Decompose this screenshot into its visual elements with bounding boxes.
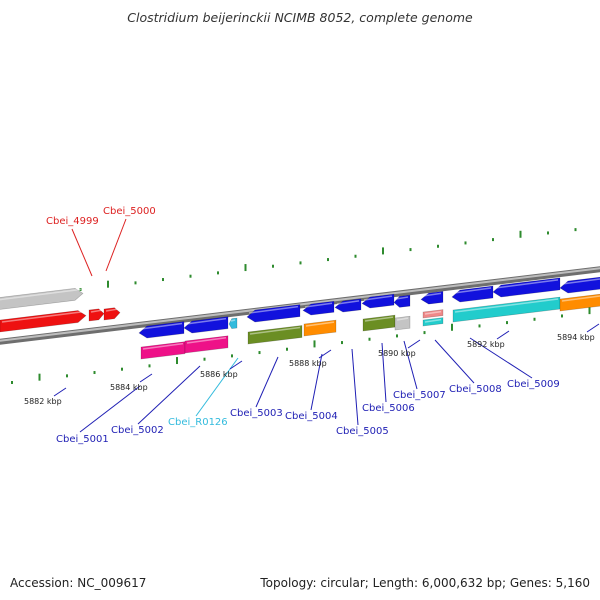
label-cbei-5009[interactable]: Cbei_5009 (507, 379, 560, 390)
label-cbei-r0126[interactable]: Cbei_R0126 (168, 417, 228, 428)
label-leader-lines (71, 218, 533, 433)
gene-cbei-5010-highlight (494, 279, 559, 289)
gene-cbei-5004-highlight (304, 302, 333, 308)
gene-cbei-5007-bar-highlight (396, 317, 409, 321)
gene-cbei-5007[interactable] (393, 294, 411, 308)
gene-cbei-5000-a-highlight (90, 309, 103, 313)
gene-cbei-5007-bar[interactable] (394, 315, 411, 331)
gene-cbei-5008[interactable] (420, 290, 444, 305)
gene-cbei-5001-bar[interactable] (140, 341, 186, 360)
gene-cbei-5005-highlight (336, 300, 360, 305)
gene-cbei-5009[interactable] (451, 285, 494, 303)
gene-cbei-5011[interactable] (559, 276, 600, 294)
gene-cbei-5002-highlight (185, 317, 227, 325)
gene-cbei-5000-b[interactable] (103, 307, 121, 321)
scale-leader (229, 360, 243, 370)
gene-cbei-5001[interactable] (138, 321, 185, 339)
label-cbei-5008[interactable]: Cbei_5008 (449, 384, 502, 395)
gene-cbei-5002-bar[interactable] (184, 335, 229, 354)
gene-cbei-r0126-highlight (230, 319, 236, 322)
gene-cbei-5005[interactable] (334, 298, 362, 313)
minor-ticks-bottom (11, 307, 591, 384)
gene-cbei-5003-bar-highlight (249, 326, 301, 335)
gene-cbei-5006-highlight (363, 295, 393, 301)
gene-cbei-5002[interactable] (183, 316, 229, 334)
label-cbei-5002[interactable]: Cbei_5002 (111, 425, 164, 436)
leader-cbei-5005 (351, 348, 359, 426)
leader-cbei-5000 (105, 218, 127, 272)
gene-cbei-5004[interactable] (302, 300, 335, 316)
scale-leader (139, 373, 153, 383)
gene-cbei-5009-highlight (453, 287, 492, 294)
gene-cbei-5000-a[interactable] (88, 308, 105, 322)
accession-text: Accession: NC_009617 (10, 576, 146, 590)
gene-cbei-5011-bar-highlight (561, 295, 600, 302)
label-cbei-5001[interactable]: Cbei_5001 (56, 434, 109, 445)
gene-cbei-5008-bar-a[interactable] (422, 309, 444, 319)
gene-cbei-5006-bar-highlight (364, 316, 394, 322)
gene-cbei-5004-bar-highlight (305, 321, 335, 327)
gene-cbei-5004-bar[interactable] (303, 319, 337, 337)
gene-cbei-5003-bar[interactable] (247, 325, 303, 345)
gene-features (0, 276, 600, 360)
gene-cbei-4999-bar[interactable] (0, 288, 84, 310)
gene-cbei-4999[interactable] (0, 310, 87, 333)
gene-cbei-5007-highlight (395, 296, 409, 300)
gene-cbei-5006[interactable] (361, 293, 395, 309)
label-cbei-5003[interactable]: Cbei_5003 (230, 408, 283, 419)
scale-label: 5894 kbp (557, 333, 595, 342)
gene-cbei-r0126[interactable] (228, 317, 238, 329)
scale-labels: 5882 kbp 5884 kbp 5886 kbp 5888 kbp 5890 kbp… (24, 323, 600, 406)
label-cbei-5004[interactable]: Cbei_5004 (285, 411, 338, 422)
gene-cbei-4999-bar-highlight (0, 288, 82, 301)
scale-leader (318, 349, 332, 359)
scale-leader (53, 387, 67, 397)
genome-summary-text: Topology: circular; Length: 6,000,632 bp… (259, 576, 590, 590)
leader-cbei-5006 (381, 342, 387, 403)
gene-cbei-5008-bar-b[interactable] (422, 317, 444, 327)
label-cbei-5006[interactable]: Cbei_5006 (362, 403, 415, 414)
scale-label: 5892 kbp (467, 340, 505, 349)
map-title: Clostridium beijerinckii NCIMB 8052, com… (127, 10, 473, 25)
gene-cbei-5008-bar-a-highlight (424, 310, 442, 315)
gene-cbei-5001-highlight (140, 322, 183, 330)
leader-cbei-5004 (310, 353, 323, 411)
label-cbei-5005[interactable]: Cbei_5005 (336, 426, 389, 437)
leader-cbei-5007 (403, 340, 418, 390)
gene-cbei-5009-bar-highlight (454, 298, 559, 313)
scale-label: 5886 kbp (200, 370, 238, 379)
gene-cbei-5008-highlight (422, 292, 442, 297)
gene-cbei-5008-bar-b-highlight (424, 318, 442, 323)
leader-cbei-5009 (469, 337, 533, 379)
gene-cbei-5002-bar-highlight (186, 337, 227, 344)
scale-label: 5890 kbp (378, 349, 416, 358)
leader-cbei-5008 (434, 339, 475, 384)
scale-label: 5888 kbp (289, 359, 327, 368)
leader-cbei-4999 (71, 228, 93, 277)
leader-cbei-5003 (255, 356, 279, 408)
gene-cbei-5003[interactable] (246, 304, 301, 323)
label-cbei-5000[interactable]: Cbei_5000 (103, 206, 156, 217)
gene-cbei-5010[interactable] (492, 277, 561, 298)
leader-cbei-5001 (79, 385, 141, 433)
gene-cbei-5011-bar[interactable] (559, 293, 600, 312)
gene-cbei-5011-highlight (561, 278, 600, 285)
gene-cbei-5000-b-highlight (105, 308, 119, 312)
minor-ticks-top (24, 228, 577, 298)
scale-leader (407, 339, 421, 349)
gene-cbei-5001-bar-highlight (142, 342, 184, 350)
gene-cbei-5003-highlight (248, 305, 299, 314)
label-cbei-5007[interactable]: Cbei_5007 (393, 390, 446, 401)
scale-leader (496, 330, 510, 340)
label-cbei-4999[interactable]: Cbei_4999 (46, 216, 99, 227)
scale-label: 5882 kbp (24, 397, 62, 406)
leader-cbei-r0126 (195, 357, 239, 417)
scale-leader (586, 323, 600, 333)
scale-label: 5884 kbp (110, 383, 148, 392)
gene-cbei-4999-highlight (1, 310, 85, 323)
leader-cbei-5002 (137, 365, 201, 425)
